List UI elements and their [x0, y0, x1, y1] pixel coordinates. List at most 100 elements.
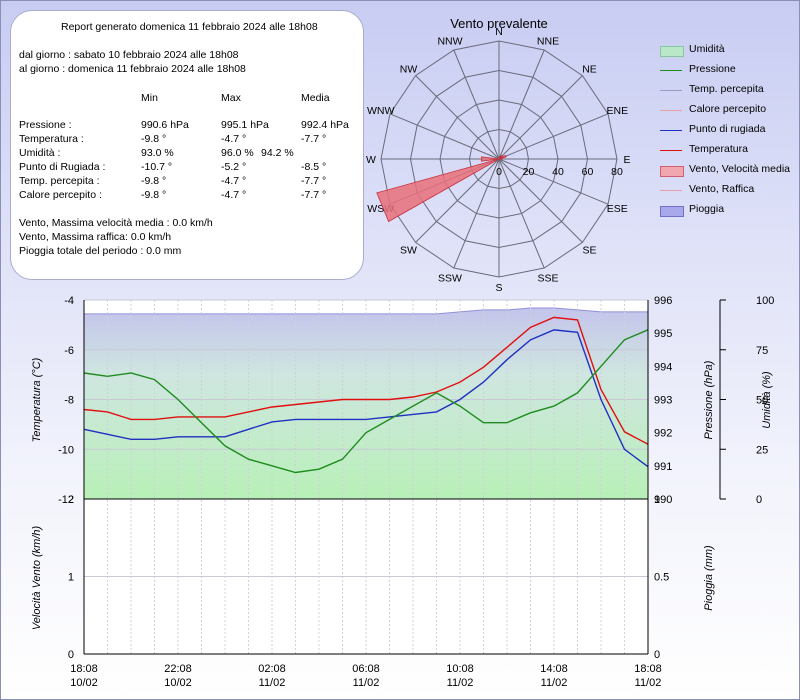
rose-direction-label: WNW: [367, 105, 394, 117]
legend-swatch: [660, 90, 682, 91]
x-tick-time: 18:08: [70, 663, 98, 675]
rose-direction-label: W: [366, 154, 376, 166]
legend-label: Pressione: [689, 63, 736, 75]
y-tick-label: -8: [64, 395, 74, 407]
row-avg: -8.5 °: [301, 161, 327, 173]
y-tick-label: -12: [58, 494, 74, 506]
report-to: al giorno : domenica 11 febbraio 2024 al…: [19, 63, 246, 75]
rose-direction-label: SSE: [537, 272, 558, 284]
rose-radial-tick: 80: [611, 166, 623, 178]
y3-tick-label: 25: [756, 444, 768, 456]
row-max: -4.7 °: [221, 175, 247, 187]
row-max: 995.1 hPa: [221, 119, 269, 131]
row-min: -9.8 °: [141, 175, 167, 187]
x-tick-date: 11/02: [353, 677, 380, 689]
bar-y2-tick-label: 0.5: [654, 572, 669, 584]
y-tick-label: -6: [64, 345, 74, 357]
rose-radial-tick: 40: [552, 166, 564, 178]
x-tick-date: 11/02: [541, 677, 568, 689]
rose-spoke: [453, 158, 500, 269]
y2-tick-label: 996: [654, 295, 672, 307]
legend-label: Temperatura: [689, 143, 748, 155]
rose-spoke: [498, 49, 545, 160]
row-max: -4.7 °: [221, 133, 247, 145]
bar-y2-tick-label: 0: [654, 649, 660, 661]
rose-radial-tick: 60: [582, 166, 594, 178]
row-label: Punto di Rugiada :: [19, 161, 106, 173]
rose-direction-label: E: [623, 154, 630, 166]
series-line-temperatura: [83, 316, 649, 445]
legend-label: Temp. percepita: [689, 83, 764, 95]
row-label: Temperatura :: [19, 133, 84, 145]
bar-y-axis-label: Velocità Vento (km/h): [31, 525, 43, 630]
row-avg: 94.2 %: [261, 147, 294, 159]
series-line-punto-di-rugiada: [83, 329, 649, 468]
bar-y-tick-label: 0: [68, 649, 74, 661]
x-tick-time: 02:08: [258, 663, 286, 675]
x-tick-date: 11/02: [635, 677, 662, 689]
rose-direction-label: N: [495, 26, 503, 38]
rose-direction-label: SE: [582, 245, 596, 257]
header-min: Min: [141, 92, 158, 104]
y2-tick-label: 990: [654, 494, 672, 506]
rose-direction-label: SW: [400, 245, 417, 257]
wind-gust-text: Vento, Massima raffica: 0.0 km/h: [19, 231, 172, 243]
rose-spoke: [389, 113, 500, 160]
legend-item: Temp. percepita: [660, 80, 790, 100]
row-min: -10.7 °: [141, 161, 173, 173]
wind-avg-text: Vento, Massima velocità media : 0.0 km/h: [19, 217, 213, 229]
row-label: Pressione :: [19, 119, 72, 131]
time-series-chart: -4-6-8-10-129969959949939929919901007550…: [31, 295, 774, 689]
rose-spoke: [453, 49, 500, 160]
bar-y-tick-label: 1: [68, 572, 74, 584]
rose-direction-label: SSW: [438, 272, 462, 284]
rose-direction-label: ENE: [607, 105, 629, 117]
rose-direction-label: S: [495, 282, 502, 294]
rose-direction-label: NE: [582, 64, 597, 76]
rose-direction-label: NNE: [537, 36, 559, 48]
report-summary-panel: Report generato domenica 11 febbraio 202…: [10, 10, 364, 280]
rose-wedge: [481, 156, 500, 162]
row-min: -9.8 °: [141, 189, 167, 201]
rose-radial-tick: 20: [523, 166, 535, 178]
legend-swatch: [660, 70, 682, 71]
legend-item: Vento, Velocità media: [660, 160, 790, 180]
legend-item: Pioggia: [660, 200, 790, 220]
row-min: -9.8 °: [141, 133, 167, 145]
legend-item: Pressione: [660, 60, 790, 80]
x-tick-date: 10/02: [70, 677, 98, 689]
legend-item: Temperatura: [660, 140, 790, 160]
row-avg: 992.4 hPa: [301, 119, 349, 131]
row-max: -5.2 °: [221, 161, 247, 173]
legend-item: Vento, Raffica: [660, 180, 790, 200]
y3-tick-label: 0: [756, 494, 762, 506]
rose-radial-tick: 0: [496, 166, 502, 178]
y2-tick-label: 993: [654, 395, 672, 407]
x-tick-time: 06:08: [352, 663, 380, 675]
legend-label: Pioggia: [689, 203, 725, 215]
legend-swatch: [660, 150, 682, 151]
report-title: Report generato domenica 11 febbraio 202…: [61, 21, 318, 33]
rose-direction-label: ESE: [607, 203, 628, 215]
row-label: Temp. percepita :: [19, 175, 100, 187]
y-tick-label: -4: [64, 295, 74, 307]
legend-item: Calore percepito: [660, 100, 790, 120]
legend-item: Punto di rugiada: [660, 120, 790, 140]
y3-tick-label: 75: [756, 345, 768, 357]
x-tick-date: 11/02: [447, 677, 474, 689]
row-avg: -7.7 °: [301, 189, 327, 201]
rose-direction-label: NW: [400, 64, 418, 76]
rose-wedge: [376, 158, 500, 223]
y2-tick-label: 991: [654, 461, 672, 473]
row-max: -4.7 °: [221, 189, 247, 201]
row-min: 990.6 hPa: [141, 119, 189, 131]
y-tick-label: -10: [58, 444, 74, 456]
rose-spoke: [415, 75, 500, 160]
header-max: Max: [221, 92, 241, 104]
report-from: dal giorno : sabato 10 febbraio 2024 all…: [19, 49, 239, 61]
row-max: 96.0 %: [221, 147, 254, 159]
x-tick-time: 14:08: [540, 663, 568, 675]
y2-tick-label: 994: [654, 361, 672, 373]
bar-y2-tick-label: 1: [654, 494, 660, 506]
